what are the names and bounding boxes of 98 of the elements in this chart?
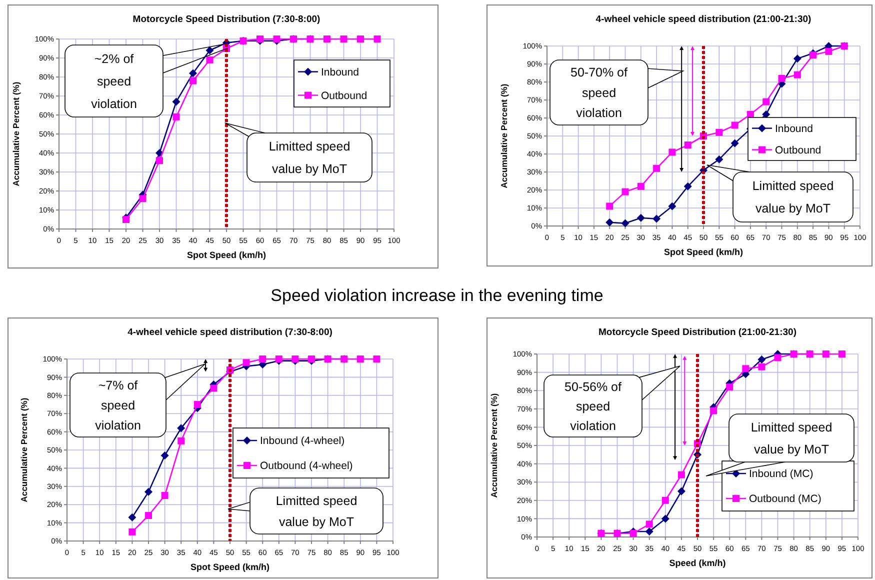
- legend-label: Inbound: [321, 66, 360, 78]
- point: [778, 74, 786, 82]
- point: [324, 36, 330, 42]
- point: [677, 487, 686, 496]
- y-axis-title: Accumulative Percent (%): [11, 82, 21, 186]
- point: [637, 182, 644, 190]
- point: [678, 471, 685, 478]
- point: [742, 365, 750, 372]
- point: [668, 148, 676, 156]
- point: [731, 122, 738, 129]
- point: [308, 356, 315, 362]
- y-axis-title: Accumulative Percent (%): [489, 393, 499, 498]
- chart-title: Motorcycle Speed Distribution (7:30-8:00): [132, 14, 320, 25]
- point: [710, 407, 718, 414]
- point: [684, 182, 692, 190]
- point: [758, 363, 766, 370]
- legend-label: Outbound (MC): [749, 493, 822, 506]
- point: [259, 356, 266, 362]
- y-axis-title: Accumulative Percent (%): [499, 84, 509, 188]
- point: [838, 350, 846, 358]
- point: [194, 401, 201, 408]
- point: [793, 54, 802, 63]
- point: [273, 36, 280, 42]
- legend-label: Outbound (4-wheel): [260, 460, 353, 472]
- point: [206, 46, 214, 54]
- point: [662, 496, 669, 504]
- x-axis-title: Spot Speed (km/h): [190, 562, 270, 572]
- point: [340, 36, 348, 42]
- legend-label: Inbound (4-wheel): [260, 435, 345, 448]
- point: [758, 355, 766, 364]
- point: [144, 488, 152, 496]
- point: [122, 216, 130, 223]
- point: [177, 424, 186, 432]
- point: [825, 48, 832, 55]
- point: [256, 36, 264, 42]
- point: [374, 36, 381, 42]
- x-axis-title: Spot Speed (km/h): [664, 247, 744, 257]
- x-axis-title: Spot Speed (km/h): [186, 250, 266, 260]
- legend-label: Inbound: [775, 122, 814, 135]
- text: Speed violation increase in the evening time: [270, 286, 604, 305]
- annotation: Limitted speed value by MoT: [752, 179, 834, 216]
- point: [684, 142, 692, 148]
- y-axis-title: Accumulative Percent (%): [19, 398, 29, 502]
- point: [128, 528, 136, 536]
- point: [622, 188, 629, 196]
- point: [606, 202, 614, 210]
- point: [726, 383, 734, 390]
- point: [636, 214, 645, 222]
- annotation: Limitted speed value by MoT: [750, 420, 832, 456]
- point: [161, 492, 168, 499]
- point: [172, 113, 180, 120]
- point: [715, 155, 724, 164]
- point: [762, 98, 770, 106]
- point: [762, 110, 770, 118]
- chart-title: Motorcycle Speed Distribution (21:00-21:30): [598, 327, 796, 338]
- point: [652, 214, 661, 223]
- point: [292, 356, 299, 362]
- point: [373, 356, 380, 362]
- point: [156, 157, 163, 164]
- point: [653, 164, 660, 172]
- point: [810, 52, 817, 58]
- point: [178, 437, 185, 444]
- chart-title: 4-wheel vehicle speed distribution (21:00-21:30): [596, 14, 812, 25]
- point: [716, 128, 723, 136]
- annotation: ~2% of speed violation: [91, 52, 137, 111]
- x-axis-title: Speed (km/h): [669, 558, 726, 568]
- chart-title: 4-wheel vehicle speed distribution (7:30-8:00): [128, 327, 332, 338]
- point: [668, 202, 676, 210]
- annotation: Limitted speed value by MoT: [268, 140, 350, 176]
- point: [190, 77, 196, 84]
- legend-label: Outbound: [321, 90, 368, 102]
- point: [242, 359, 250, 366]
- point: [145, 512, 152, 520]
- point: [160, 451, 169, 460]
- annotation: 50-56% of speed violation: [564, 380, 622, 433]
- point: [356, 356, 364, 362]
- point: [139, 195, 146, 202]
- point: [774, 354, 782, 362]
- point: [661, 514, 670, 523]
- point: [189, 69, 197, 78]
- annotation: Limitted speed value by MoT: [276, 494, 358, 529]
- point: [794, 71, 801, 78]
- point: [822, 350, 830, 358]
- legend-label: Inbound (MC): [749, 468, 814, 480]
- legend-label: Outbound: [775, 144, 822, 156]
- point: [645, 528, 654, 536]
- point: [646, 520, 653, 528]
- point: [730, 139, 739, 148]
- point: [606, 218, 614, 226]
- point: [128, 513, 136, 522]
- point: [275, 356, 282, 362]
- point: [206, 56, 214, 64]
- point: [357, 36, 364, 42]
- point: [621, 219, 630, 228]
- point: [172, 98, 180, 106]
- annotation: 50-70% of speed violation: [570, 66, 628, 120]
- point: [210, 384, 218, 392]
- annotation: ~7% of speed violation: [95, 378, 141, 432]
